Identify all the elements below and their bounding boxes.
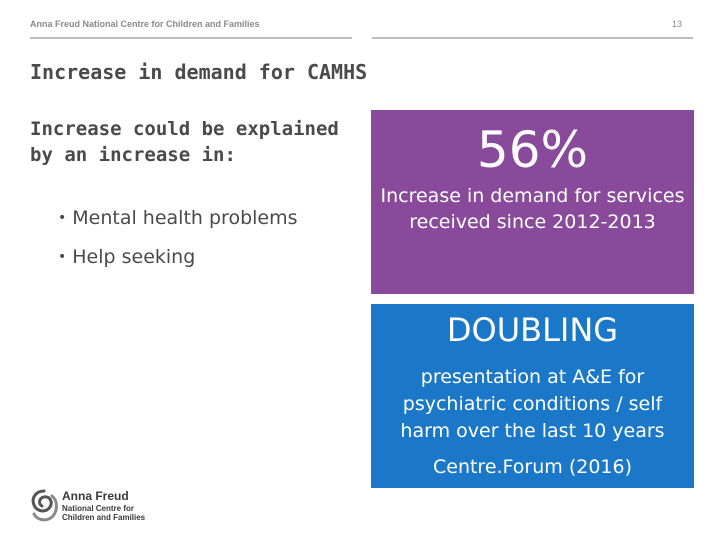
logo-name: Anna Freud: [62, 489, 129, 503]
logo-subtitle-line2: Children and Families: [62, 513, 146, 522]
intro-text: Increase could be explained by an increa…: [30, 118, 339, 166]
organisation-logo: Anna Freud National Centre for Children …: [28, 488, 158, 524]
bullet-dot-icon: •: [58, 210, 67, 226]
highlight-description: presentation at A&E for psychiatric cond…: [400, 366, 665, 442]
stat-value: 56%: [476, 121, 589, 179]
bullet-dot-icon: •: [58, 249, 67, 265]
bullet-list: • Mental health problems • Help seeking: [58, 205, 298, 283]
logo-subtitle-line1: National Centre for: [62, 504, 135, 513]
source-citation: Centre.Forum (2016): [432, 456, 633, 478]
stat-description: Increase in demand for services received…: [380, 185, 685, 233]
bullet-item: • Help seeking: [58, 244, 298, 270]
bullet-text: Mental health problems: [72, 207, 298, 229]
highlight-headline: DOUBLING: [446, 311, 619, 349]
header-rule-left: [30, 37, 352, 39]
highlight-box: DOUBLING presentation at A&E for psychia…: [371, 304, 694, 488]
anna-freud-logo-icon: [31, 489, 58, 522]
bullet-text: Help seeking: [72, 246, 196, 268]
header-rule-right: [372, 37, 693, 39]
bullet-item: • Mental health problems: [58, 205, 298, 231]
header-organisation: Anna Freud National Centre for Children …: [30, 19, 260, 29]
page-number: 13: [672, 19, 683, 29]
slide-title: Increase in demand for CAMHS: [30, 60, 368, 84]
stat-box: 56% Increase in demand for services rece…: [371, 110, 694, 294]
